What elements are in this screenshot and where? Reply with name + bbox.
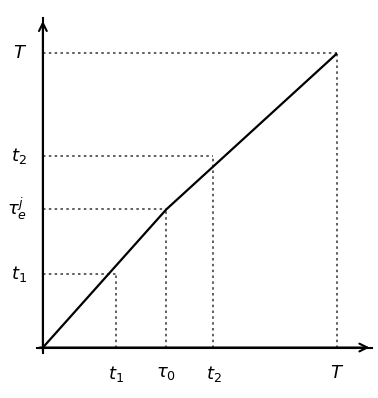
Text: $\tau_0$: $\tau_0$ bbox=[156, 364, 177, 382]
Text: $t_1$: $t_1$ bbox=[11, 264, 27, 284]
Text: $t_2$: $t_2$ bbox=[206, 364, 222, 384]
Text: $t_1$: $t_1$ bbox=[108, 364, 124, 384]
Text: $T$: $T$ bbox=[330, 364, 344, 382]
Text: $\tau_e^j$: $\tau_e^j$ bbox=[7, 196, 27, 222]
Text: $T$: $T$ bbox=[12, 45, 27, 62]
Text: $t_2$: $t_2$ bbox=[11, 146, 27, 166]
